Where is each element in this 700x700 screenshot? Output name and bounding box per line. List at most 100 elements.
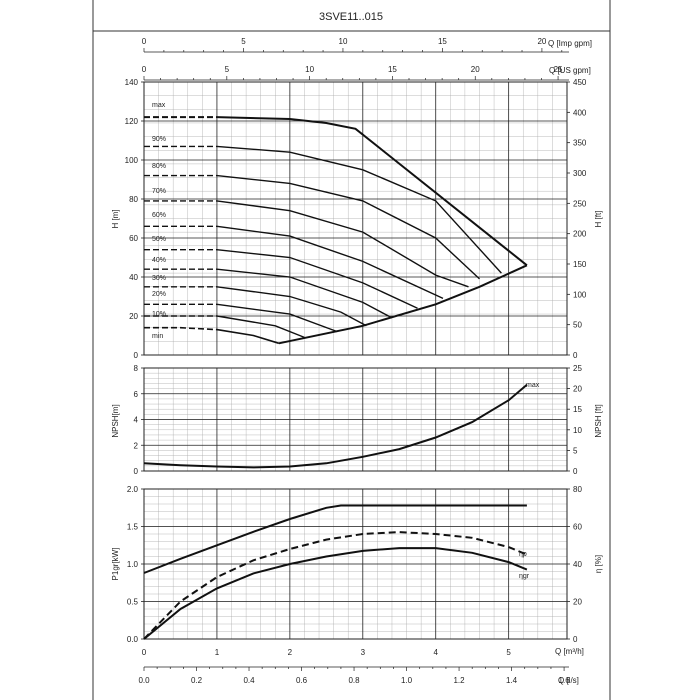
ls-tick-label: 0.4: [243, 676, 255, 685]
imp-gpm-tick-label: 0: [142, 37, 147, 46]
y-tick-label: 0: [134, 467, 139, 476]
y2-tick-label: 5: [573, 446, 578, 455]
y2-tick-label: 450: [573, 78, 587, 87]
y-tick-label: 6: [134, 390, 139, 399]
us-gpm-tick-label: 0: [142, 65, 147, 74]
imp-gpm-tick-label: 15: [438, 37, 447, 46]
eta-p-curve: [143, 531, 528, 640]
us-gpm-tick-label: 15: [388, 65, 397, 74]
bottom-axes: 0 1 2 3 4 5 0.0 0.2 0.4 0.6 0.8 1.0 1.2 1.4 1.6: [138, 648, 570, 685]
y-tick-label: 20: [129, 312, 138, 321]
m3h-tick-label: 4: [433, 648, 438, 657]
m3h-tick-label: 1: [215, 648, 220, 657]
head-curve-10%: [216, 315, 305, 339]
head-curve-20%: [216, 303, 338, 333]
eta-gr-curve: [143, 547, 528, 640]
h-m-axis-title: H [m]: [111, 209, 120, 228]
y2-tick-label: 50: [573, 321, 582, 330]
head-curve-30%: [216, 286, 367, 327]
y-tick-label: 40: [129, 273, 138, 282]
y2-tick-label: 20: [573, 598, 582, 607]
curve-label-40: 40%: [152, 257, 166, 264]
y-tick-label: 100: [125, 156, 139, 165]
ls-tick-label: 0.6: [296, 676, 308, 685]
curve-label-max: max: [152, 102, 166, 109]
m3h-tick-label: 0: [142, 648, 147, 657]
ls-tick-label: 0.8: [348, 676, 360, 685]
y2-tick-label: 60: [573, 523, 582, 532]
head-curve-50%: [216, 249, 418, 309]
imp-gpm-tick-label: 10: [339, 37, 348, 46]
us-gpm-tick-label: 10: [305, 65, 314, 74]
head-curve-min-dashed: [144, 326, 217, 331]
panel-border: [143, 81, 568, 356]
y-tick-label: 1.5: [127, 523, 139, 532]
curve-label-80: 80%: [152, 163, 166, 170]
power-curve-p1: [143, 504, 527, 574]
head-curve-limit: [278, 264, 528, 345]
y2-tick-label: 100: [573, 290, 587, 299]
m3h-tick-label: 3: [361, 648, 366, 657]
curve-label-10: 10%: [152, 311, 166, 318]
y2-tick-label: 10: [573, 426, 582, 435]
ls-tick-label: 0.2: [191, 676, 203, 685]
top-axis-us-label: Q [US gpm]: [549, 66, 591, 75]
ls-tick-label: 1.0: [401, 676, 413, 685]
y-tick-label: 120: [125, 117, 139, 126]
npsh-curve-max: [143, 383, 528, 469]
head-curve-80%: [216, 174, 480, 280]
npsh-m-axis-title: NPSH[m]: [111, 404, 120, 437]
power-panel: 0.0 0.5 1.0 1.5 2.0 0 20 40 60 80: [127, 485, 583, 644]
y2-tick-label: 80: [573, 485, 582, 494]
eta-gr-label: ηgr: [519, 573, 530, 580]
p1-axis-title: P1gr[kW]: [111, 548, 120, 581]
ls-tick-label: 1.4: [506, 676, 518, 685]
y2-tick-label: 0: [573, 351, 578, 360]
us-gpm-tick-label: 25: [554, 65, 563, 74]
y2-tick-label: 40: [573, 560, 582, 569]
y-tick-label: 140: [125, 78, 139, 87]
y2-tick-label: 150: [573, 260, 587, 269]
y-tick-label: 0.0: [127, 635, 139, 644]
bottom-axis-m3h-label: Q [m³/h]: [555, 647, 584, 656]
y2-tick-label: 300: [573, 169, 587, 178]
y2-tick-label: 200: [573, 230, 587, 239]
npsh-panel: 0 2 4 6 8 0 5 10 15 20 25: [134, 364, 583, 476]
top-axes: 0 5 10 15 20 0 5 10 15 20 25: [142, 37, 569, 81]
y2-tick-label: 20: [573, 385, 582, 394]
y2-tick-label: 15: [573, 405, 582, 414]
head-curve-min: [216, 328, 280, 345]
imp-gpm-tick-label: 5: [241, 37, 246, 46]
ls-tick-label: 1.6: [559, 676, 571, 685]
head-curve-70%: [216, 200, 469, 288]
curve-label-50: 50%: [152, 236, 166, 243]
us-gpm-tick-label: 20: [471, 65, 480, 74]
y2-tick-label: 350: [573, 139, 587, 148]
y2-tick-label: 0: [573, 635, 578, 644]
ls-tick-label: 0.0: [138, 676, 150, 685]
top-axis-imp-label: Q [Imp gpm]: [548, 39, 592, 48]
curve-label-20: 20%: [152, 291, 166, 298]
eta-axis-title: η [%]: [594, 555, 603, 573]
bottom-axis-ls-label: Q [l/s]: [558, 676, 579, 685]
y-tick-label: 2: [134, 441, 139, 450]
y-tick-label: 2.0: [127, 485, 139, 494]
y-tick-label: 1.0: [127, 560, 139, 569]
y2-tick-label: 0: [573, 467, 578, 476]
y-tick-label: 4: [134, 416, 139, 425]
head-curve-90%: [216, 145, 502, 274]
y-tick-label: 0: [134, 351, 139, 360]
y2-tick-label: 25: [573, 364, 582, 373]
y2-tick-label: 400: [573, 108, 587, 117]
us-gpm-tick-label: 5: [225, 65, 230, 74]
npsh-curve-label-max: max: [526, 382, 540, 389]
curve-label-90: 90%: [152, 136, 166, 143]
curve-label-30: 30%: [152, 275, 166, 282]
y2-tick-label: 250: [573, 199, 587, 208]
chart-title: 3SVE11..015: [319, 11, 383, 23]
head-panel: 0 20 40 60 80 100 120 140 0 50 100 150 200 250 300 350 4…: [125, 78, 587, 360]
curve-label-60: 60%: [152, 212, 166, 219]
y-tick-label: 80: [129, 195, 138, 204]
y-tick-label: 8: [134, 364, 139, 373]
